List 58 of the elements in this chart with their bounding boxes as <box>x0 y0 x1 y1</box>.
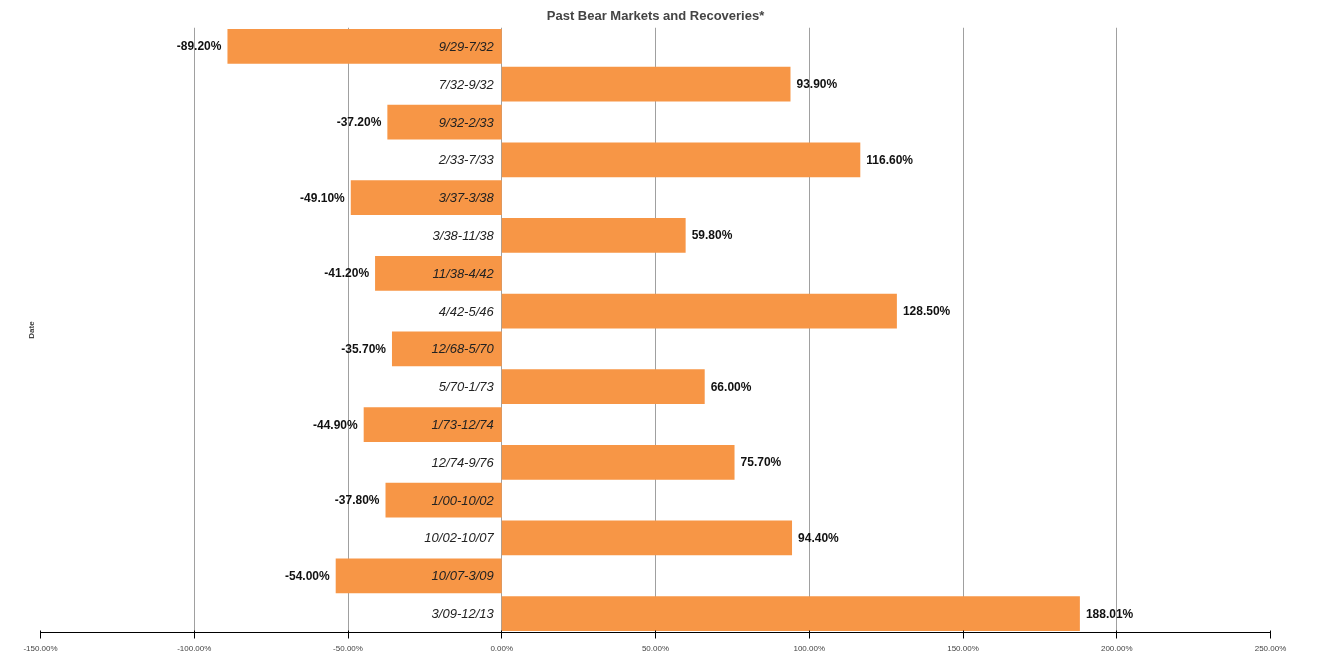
bar <box>501 444 735 480</box>
bar <box>227 29 502 64</box>
x-tick-label: 200.00% <box>1100 643 1133 653</box>
chart-title: Past Bear Markets and Recoveries* <box>546 7 766 23</box>
bar <box>363 407 502 442</box>
y-tick-label: 1/73-12/74 <box>431 417 494 433</box>
y-tick-label: 11/38-4/42 <box>432 265 495 281</box>
y-tick-label: 1/00-10/02 <box>431 492 495 508</box>
y-tick-label: 10/07-3/09 <box>431 568 494 584</box>
data-label: -89.20% <box>176 39 222 54</box>
x-tick-label: 100.00% <box>793 643 826 653</box>
x-tick-label: 0.00% <box>490 643 514 653</box>
data-label: 116.60% <box>866 152 914 167</box>
bar <box>501 218 686 253</box>
bar <box>501 369 705 405</box>
y-tick-label: 7/32-9/32 <box>438 76 495 92</box>
x-tick-label: 250.00% <box>1254 643 1287 653</box>
y-tick-label: 3/09-12/13 <box>431 606 495 622</box>
bar <box>335 558 502 594</box>
y-tick-label: 5/70-1/73 <box>438 379 495 395</box>
data-label: 188.01% <box>1085 606 1134 621</box>
bar <box>501 293 897 329</box>
data-label: 75.70% <box>740 455 782 470</box>
y-tick-label: 10/02-10/07 <box>424 530 495 546</box>
bar <box>375 255 502 291</box>
bar <box>501 520 793 556</box>
bar <box>501 142 861 178</box>
data-label: -35.70% <box>341 341 387 356</box>
y-tick-label: 3/37-3/38 <box>438 190 495 206</box>
bar <box>501 596 1080 631</box>
y-tick-label: 9/32-2/33 <box>438 114 495 130</box>
x-tick-label: -50.00% <box>333 643 363 653</box>
x-tick-label: 150.00% <box>947 643 979 653</box>
data-label: 94.40% <box>798 530 840 545</box>
bar <box>387 104 502 140</box>
data-label: -54.00% <box>285 568 331 583</box>
y-tick-label: 9/29-7/32 <box>438 38 495 54</box>
data-label: 93.90% <box>796 77 838 92</box>
bar <box>350 180 502 216</box>
data-label: -49.10% <box>300 190 346 205</box>
y-axis-title: Date <box>26 320 36 339</box>
data-label: -37.20% <box>336 115 382 130</box>
x-tick-label: 50.00% <box>641 643 670 653</box>
y-tick-label: 12/68-5/70 <box>431 341 495 357</box>
data-label: -37.80% <box>334 493 380 508</box>
x-tick-label: -150.00% <box>23 643 58 653</box>
data-label: 66.00% <box>710 379 752 394</box>
data-label: 59.80% <box>691 228 733 243</box>
y-tick-label: 4/42-5/46 <box>438 303 495 319</box>
y-tick-label: 2/33-7/33 <box>437 152 495 168</box>
data-label: 128.50% <box>902 304 951 319</box>
data-label: -44.90% <box>312 417 359 432</box>
y-tick-label: 3/38-11/38 <box>432 227 495 243</box>
bar <box>385 482 502 518</box>
data-label: -41.20% <box>324 266 370 281</box>
x-tick-label: -100.00% <box>177 643 212 653</box>
bar <box>501 66 791 102</box>
y-tick-label: 12/74-9/76 <box>431 454 495 470</box>
